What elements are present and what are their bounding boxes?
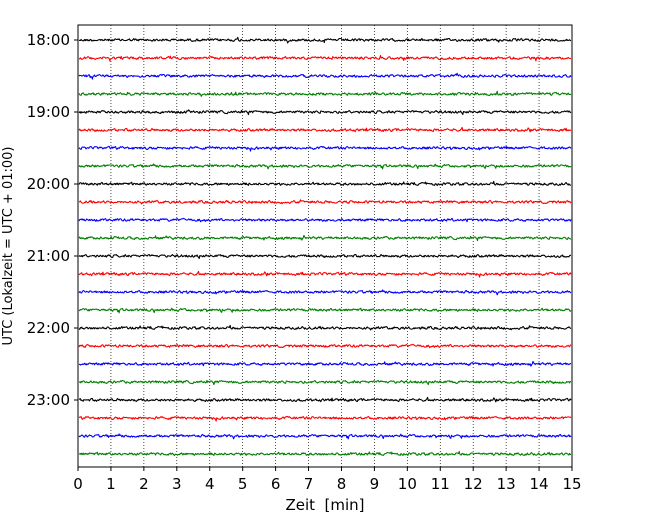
x-tick-label: 9 [370, 475, 380, 493]
x-tick-label: 10 [398, 475, 417, 493]
trace-line [78, 163, 572, 170]
x-tick-label: 0 [73, 475, 83, 493]
trace-line [78, 217, 572, 223]
trace-line [78, 324, 572, 331]
x-tick-label: 2 [139, 475, 149, 493]
trace-line [78, 234, 572, 242]
x-tick-label: 7 [304, 475, 314, 493]
trace-line [78, 126, 572, 133]
trace-line [78, 54, 571, 62]
x-axis: 0 1 2 3 4 5 6 7 8 9 10 11 12 13 14 15 [73, 467, 582, 493]
trace-line [78, 253, 572, 260]
y-axis-title: UTC (Lokalzeit = UTC + 01:00) [1, 147, 16, 346]
trace-line [78, 396, 572, 403]
trace-line [78, 307, 572, 314]
x-tick-label: 15 [562, 475, 581, 493]
y-axis: 18:00 19:00 20:00 21:00 22:00 23:00 [27, 31, 78, 409]
trace-line [78, 415, 572, 422]
x-axis-title: Zeit [min] [285, 496, 364, 514]
trace-series [78, 36, 572, 456]
x-tick-label: 14 [530, 475, 549, 493]
trace-line [78, 199, 572, 205]
trace-line [78, 270, 572, 278]
y-tick-label: 22:00 [27, 319, 70, 337]
x-tick-label: 1 [106, 475, 116, 493]
trace-line [78, 180, 572, 186]
trace-line [78, 343, 572, 349]
plot-frame [77, 24, 573, 468]
trace-line [78, 109, 572, 116]
trace-line [78, 450, 571, 456]
y-tick-label: 19:00 [27, 103, 70, 121]
trace-line [78, 145, 572, 152]
trace-line [78, 289, 572, 296]
x-tick-label: 8 [337, 475, 347, 493]
y-tick-label: 21:00 [27, 247, 70, 265]
trace-line [78, 72, 572, 80]
x-tick-label: 12 [464, 475, 483, 493]
x-tick-label: 3 [172, 475, 182, 493]
trace-line [78, 36, 572, 44]
x-tick-label: 4 [205, 475, 215, 493]
y-tick-label: 20:00 [27, 175, 70, 193]
trace-line [78, 379, 572, 386]
trace-line [78, 90, 572, 97]
x-tick-label: 11 [431, 475, 450, 493]
trace-line [78, 360, 572, 367]
x-tick-label: 13 [497, 475, 516, 493]
x-tick-label: 6 [271, 475, 281, 493]
y-tick-label: 23:00 [27, 391, 70, 409]
trace-line [78, 433, 572, 440]
y-tick-label: 18:00 [27, 31, 70, 49]
x-tick-label: 5 [238, 475, 248, 493]
